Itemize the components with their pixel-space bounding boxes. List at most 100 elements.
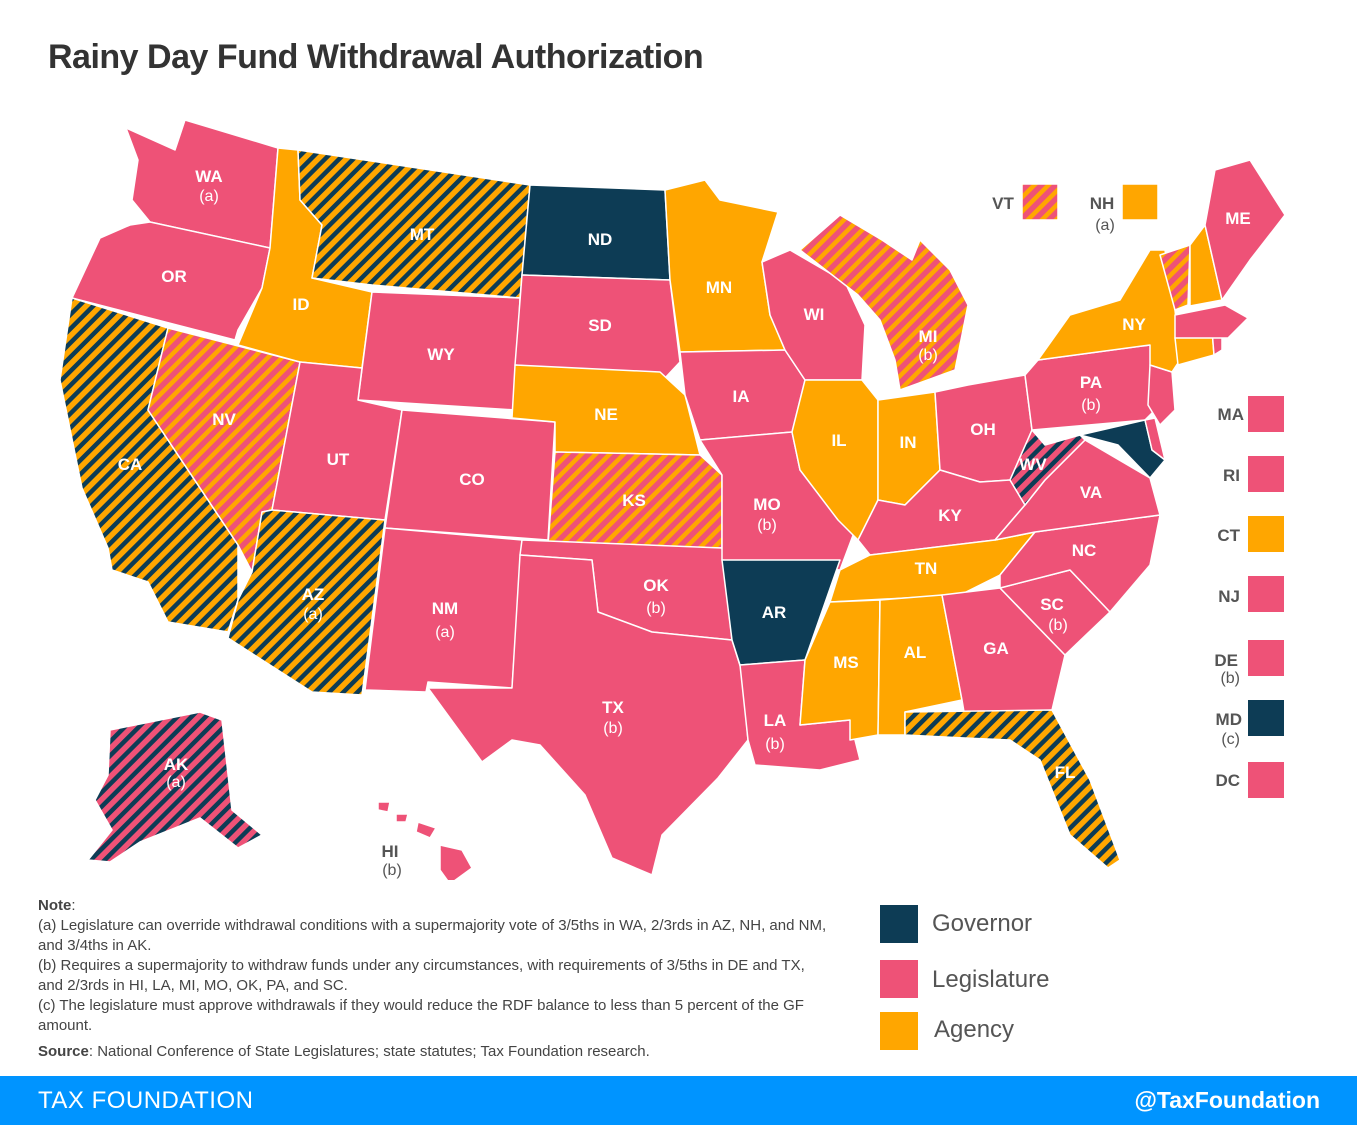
source-label: Source	[38, 1043, 89, 1060]
note-AK: (a)	[166, 774, 186, 791]
note-NM: (a)	[435, 624, 455, 641]
side-note-DE: (b)	[1220, 670, 1240, 687]
state-AK	[87, 711, 263, 863]
side-box-MD	[1248, 700, 1284, 736]
label-NE: NE	[594, 405, 618, 424]
state-ME	[1204, 159, 1286, 301]
label-AL: AL	[904, 643, 927, 662]
label-TN: TN	[915, 559, 938, 578]
state-VT	[1159, 244, 1191, 311]
label-CO: CO	[459, 470, 485, 489]
callout-note-NH: (a)	[1095, 217, 1115, 234]
state-MI	[799, 214, 969, 391]
notes-block: Note: (a) Legislature can override withd…	[38, 896, 828, 1036]
note-c: (c) The legislature must approve withdra…	[38, 997, 804, 1034]
label-ME: ME	[1225, 209, 1251, 228]
state-SD	[514, 274, 681, 379]
side-label-MD: MD	[1215, 710, 1242, 729]
label-MT: MT	[410, 225, 435, 244]
legend-label-agency: Agency	[934, 1016, 1015, 1043]
label-WV: WV	[1019, 455, 1047, 474]
side-label-MA: MA	[1217, 405, 1244, 424]
callout-label-VT: VT	[992, 194, 1014, 213]
state-WV	[1009, 429, 1086, 506]
footer-bar: TAX FOUNDATION @TaxFoundation	[0, 1076, 1357, 1125]
side-box-CT	[1248, 516, 1284, 552]
side-label-CT: CT	[1217, 526, 1240, 545]
note-a: (a) Legislature can override withdrawal …	[38, 917, 827, 954]
side-box-RI	[1248, 456, 1284, 492]
label-AR: AR	[762, 603, 787, 622]
label-VA: VA	[1080, 483, 1102, 502]
label-MI: MI	[919, 327, 938, 346]
source-line: Source: National Conference of State Leg…	[38, 1043, 650, 1060]
footer-brand: TAX FOUNDATION	[38, 1087, 254, 1114]
state-MA	[1174, 304, 1249, 339]
label-UT: UT	[327, 450, 350, 469]
label-NV: NV	[212, 410, 236, 429]
label-MN: MN	[706, 278, 732, 297]
label-AZ: AZ	[302, 585, 325, 604]
side-note-MD: (c)	[1221, 731, 1240, 748]
state-NJ	[1147, 364, 1176, 426]
label-ND: ND	[588, 230, 613, 249]
label-MS: MS	[833, 653, 859, 672]
state-HI-big-island	[439, 844, 473, 880]
side-box-NJ	[1248, 576, 1284, 612]
legend-swatch-governor	[880, 905, 918, 943]
state-DE	[1144, 417, 1166, 461]
label-WA: WA	[195, 167, 222, 186]
note-MO: (b)	[757, 517, 777, 534]
legend-swatch-agency	[880, 1012, 918, 1050]
us-map: WA (a) OR CA NV ID MT WY UT AZ (a) CO NM…	[59, 119, 1286, 880]
label-LA: LA	[764, 711, 787, 730]
note-OK: (b)	[646, 600, 666, 617]
label-AK: AK	[164, 755, 189, 774]
page-title: Rainy Day Fund Withdrawal Authorization	[48, 38, 704, 76]
label-IL: IL	[831, 431, 846, 450]
label-PA: PA	[1080, 373, 1102, 392]
label-NY: NY	[1122, 315, 1146, 334]
label-WY: WY	[427, 345, 455, 364]
note-heading: Note:	[38, 897, 76, 914]
state-HI-maui	[415, 821, 437, 839]
label-OH: OH	[970, 420, 996, 439]
side-label-DE: DE	[1214, 651, 1238, 670]
legend-label-legislature: Legislature	[932, 966, 1050, 993]
label-NC: NC	[1072, 541, 1097, 560]
note-HI: (b)	[382, 862, 402, 879]
state-AZ	[227, 509, 386, 696]
callout-box-NH	[1121, 183, 1159, 221]
note-TX: (b)	[603, 720, 623, 737]
note-b: (b) Requires a supermajority to withdraw…	[38, 957, 805, 994]
label-KY: KY	[938, 506, 962, 525]
label-NM: NM	[432, 599, 458, 618]
label-OR: OR	[161, 267, 187, 286]
callout-box-VT	[1021, 183, 1059, 221]
label-KS: KS	[622, 491, 646, 510]
label-FL: FL	[1055, 763, 1076, 782]
side-label-NJ: NJ	[1218, 587, 1240, 606]
label-OK: OK	[643, 576, 669, 595]
label-ID: ID	[293, 295, 310, 314]
label-SC: SC	[1040, 595, 1064, 614]
state-HI-kauai	[377, 801, 391, 813]
state-HI-oahu	[395, 813, 409, 823]
label-HI: HI	[382, 842, 399, 861]
state-MT	[297, 149, 531, 299]
note-PA: (b)	[1081, 397, 1101, 414]
legend-swatch-legislature	[880, 960, 918, 998]
side-label-RI: RI	[1223, 466, 1240, 485]
side-box-DE	[1248, 640, 1284, 676]
state-TX	[427, 554, 749, 876]
note-MI: (b)	[918, 347, 938, 364]
footer-handle[interactable]: @TaxFoundation	[1134, 1087, 1320, 1113]
note-AZ: (a)	[303, 606, 323, 623]
label-IA: IA	[733, 387, 750, 406]
label-IN: IN	[900, 433, 917, 452]
source-text: : National Conference of State Legislatu…	[88, 1043, 650, 1060]
side-box-DC	[1248, 762, 1284, 798]
side-box-MA	[1248, 396, 1284, 432]
state-FL	[904, 709, 1121, 869]
side-label-DC: DC	[1215, 771, 1240, 790]
